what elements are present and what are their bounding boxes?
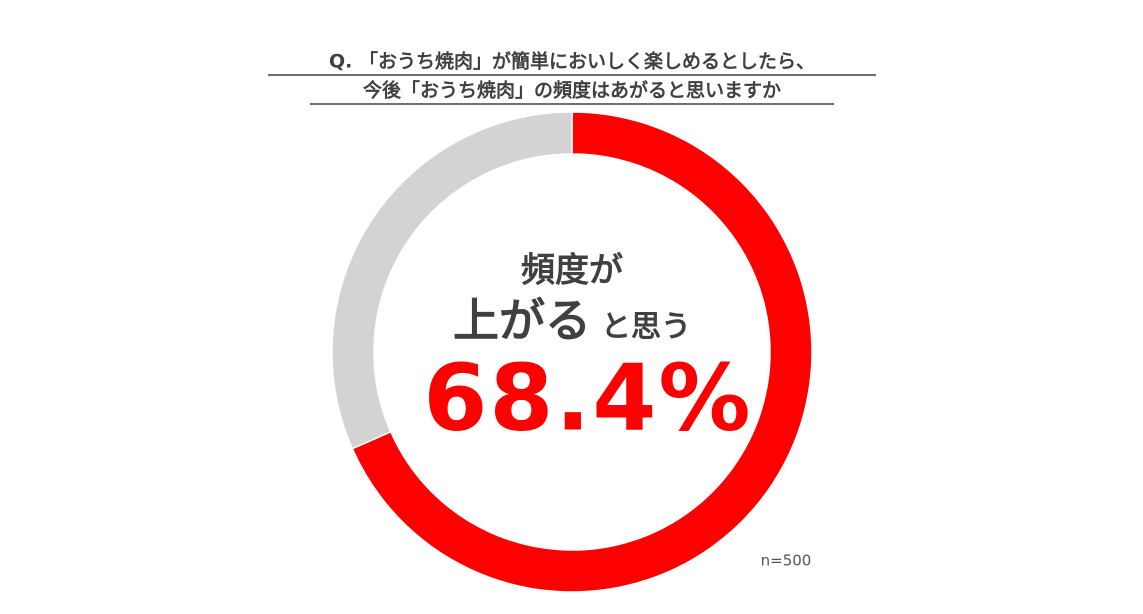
title-line: 今後「おうち焼肉」の頻度はあがると思いますか [362,79,781,102]
title-line: Q. 「おうち焼肉」が簡単においしく楽しめるとしたら、 [329,50,815,73]
center-text: 頻度が [521,251,623,291]
donut-segment [331,111,573,450]
value-label: 68.4% [423,344,752,451]
center-text: と思う [601,310,691,345]
donut-segment [351,111,813,593]
note: n=500 [761,552,812,570]
center-text: 上がる [453,294,591,348]
donut [331,111,813,593]
